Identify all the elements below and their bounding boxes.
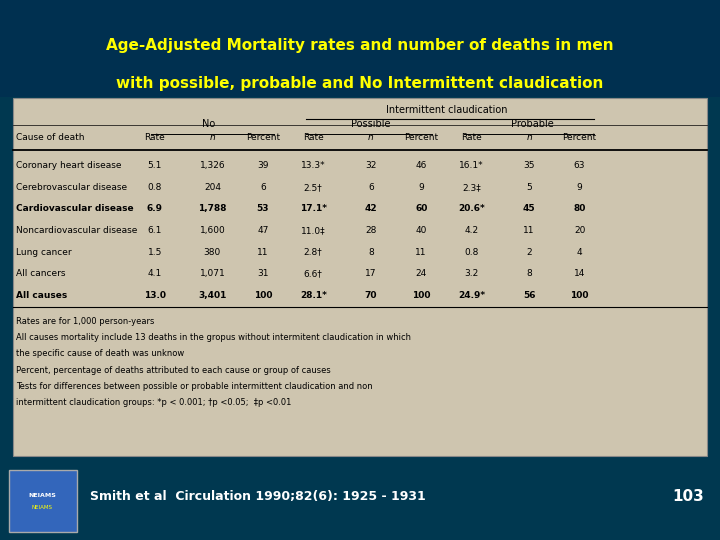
Text: 103: 103 [672,489,704,504]
Text: Intermittent claudication: Intermittent claudication [386,105,507,114]
Text: 60: 60 [415,205,428,213]
Text: Coronary heart disease: Coronary heart disease [16,161,122,170]
Text: NEIAMS: NEIAMS [29,493,56,498]
Text: 45: 45 [523,205,536,213]
Text: the specific cause of death was unknow: the specific cause of death was unknow [16,349,184,359]
Text: 13.3*: 13.3* [301,161,325,170]
Text: 100: 100 [412,291,431,300]
Text: All causes: All causes [16,291,67,300]
Text: All causes mortality include 13 deaths in the gropus without intermitent claudic: All causes mortality include 13 deaths i… [16,333,411,342]
Text: Age-Adjusted Mortality rates and number of deaths in men: Age-Adjusted Mortality rates and number … [106,38,614,53]
Text: 14: 14 [574,269,585,278]
Text: 1,326: 1,326 [199,161,225,170]
FancyBboxPatch shape [9,470,77,532]
Text: 5.1: 5.1 [148,161,162,170]
Text: 0.8: 0.8 [148,183,162,192]
Text: 2.8†: 2.8† [304,248,323,256]
Text: 4: 4 [577,248,582,256]
Text: 31: 31 [257,269,269,278]
Text: intermittent claudication groups: *p < 0.001; †p <0.05;  ‡p <0.01: intermittent claudication groups: *p < 0… [16,398,291,407]
Text: 4.1: 4.1 [148,269,162,278]
Text: Percent: Percent [562,133,597,142]
Text: 47: 47 [257,226,269,235]
FancyBboxPatch shape [13,98,707,456]
Text: 17.1*: 17.1* [300,205,327,213]
Text: Probable: Probable [511,119,554,129]
Text: 13.0: 13.0 [144,291,166,300]
Text: 8: 8 [368,248,374,256]
Text: 3.2: 3.2 [464,269,479,278]
Text: Rates are for 1,000 person-years: Rates are for 1,000 person-years [16,317,154,326]
Text: 6.1: 6.1 [148,226,162,235]
Text: 6.9: 6.9 [147,205,163,213]
Text: No: No [202,119,215,129]
Text: n: n [526,133,532,142]
Text: 100: 100 [570,291,589,300]
Text: Tests for differences between possible or probable intermittent claudication and: Tests for differences between possible o… [16,382,372,391]
Text: 11: 11 [523,226,535,235]
Text: 80: 80 [573,205,586,213]
Text: 16.1*: 16.1* [459,161,484,170]
Text: 4.2: 4.2 [464,226,479,235]
Text: 40: 40 [415,226,427,235]
Text: 28: 28 [365,226,377,235]
Text: Percent: Percent [246,133,280,142]
Text: 1.5: 1.5 [148,248,162,256]
Text: 53: 53 [256,205,269,213]
Text: 5: 5 [526,183,532,192]
Text: 6: 6 [368,183,374,192]
Text: Noncardiovascular disease: Noncardiovascular disease [16,226,138,235]
Text: 9: 9 [418,183,424,192]
Text: Cause of death: Cause of death [16,133,84,142]
Text: 20.6*: 20.6* [458,205,485,213]
Text: 3,401: 3,401 [198,291,227,300]
Text: NEIAMS: NEIAMS [32,505,53,510]
Text: 17: 17 [365,269,377,278]
Text: 1,071: 1,071 [199,269,225,278]
Text: 32: 32 [365,161,377,170]
Text: 8: 8 [526,269,532,278]
Text: 11: 11 [415,248,427,256]
Text: Cerebrovascular disease: Cerebrovascular disease [16,183,127,192]
Text: 6.6†: 6.6† [304,269,323,278]
Text: 24: 24 [415,269,427,278]
Text: 0.8: 0.8 [464,248,479,256]
Text: Cardiovascular disease: Cardiovascular disease [16,205,133,213]
Text: 56: 56 [523,291,536,300]
Text: 11.0‡: 11.0‡ [301,226,325,235]
Text: n: n [368,133,374,142]
Text: 100: 100 [253,291,272,300]
Text: Percent, percentage of deaths attributed to each cause or group of causes: Percent, percentage of deaths attributed… [16,366,330,375]
Text: 35: 35 [523,161,535,170]
Text: 42: 42 [364,205,377,213]
Text: All cancers: All cancers [16,269,66,278]
Text: 46: 46 [415,161,427,170]
Text: 1,600: 1,600 [199,226,225,235]
Text: 63: 63 [574,161,585,170]
Text: 70: 70 [364,291,377,300]
Text: Percent: Percent [404,133,438,142]
Text: 39: 39 [257,161,269,170]
Text: 2.5†: 2.5† [304,183,323,192]
FancyBboxPatch shape [0,0,720,97]
Text: 1,788: 1,788 [198,205,227,213]
Text: 9: 9 [577,183,582,192]
Text: Rate: Rate [145,133,165,142]
Text: 2.3‡: 2.3‡ [462,183,481,192]
Text: 20: 20 [574,226,585,235]
Text: 11: 11 [257,248,269,256]
Text: n: n [210,133,215,142]
Text: Smith et al  Circulation 1990;82(6): 1925 - 1931: Smith et al Circulation 1990;82(6): 1925… [90,490,426,503]
Text: 380: 380 [204,248,221,256]
Text: Possible: Possible [351,119,390,129]
Text: 6: 6 [260,183,266,192]
Text: Rate: Rate [303,133,323,142]
Text: 2: 2 [526,248,532,256]
Text: 204: 204 [204,183,221,192]
Text: 28.1*: 28.1* [300,291,327,300]
Text: 24.9*: 24.9* [458,291,485,300]
Text: Rate: Rate [462,133,482,142]
Text: Lung cancer: Lung cancer [16,248,71,256]
Text: with possible, probable and No Intermittent claudication: with possible, probable and No Intermitt… [117,76,603,91]
